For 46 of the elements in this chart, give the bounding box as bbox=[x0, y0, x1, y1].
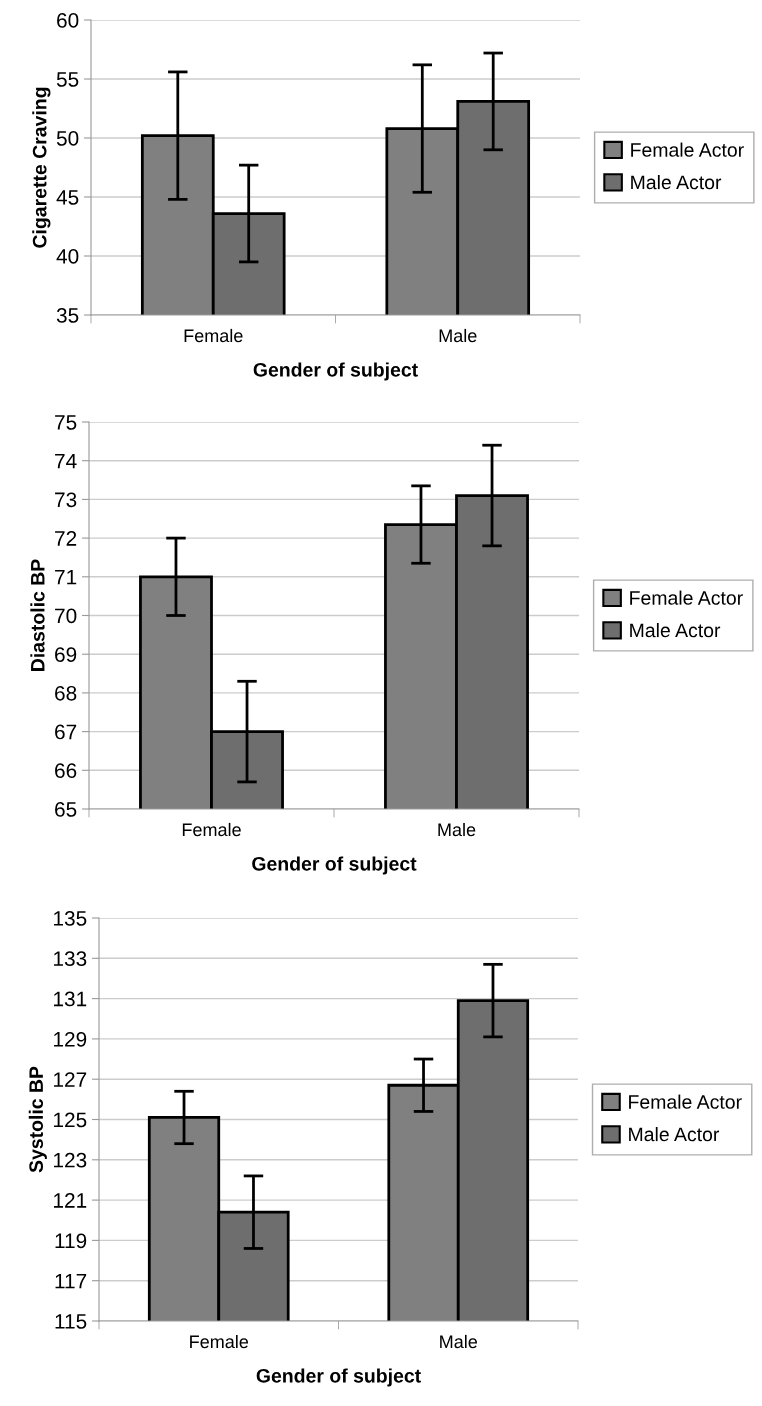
y-tick-label: 60 bbox=[57, 13, 79, 28]
y-tick-label: 66 bbox=[55, 763, 77, 779]
y-tick-label: 125 bbox=[54, 1112, 87, 1128]
x-tick-label: Female bbox=[184, 328, 243, 343]
y-tick-label: 74 bbox=[55, 453, 77, 469]
y-tick-label: 119 bbox=[55, 1233, 87, 1249]
y-tick-label: 70 bbox=[55, 608, 77, 624]
y-axis-title: Diastolic BP bbox=[30, 559, 45, 671]
y-tick-label: 117 bbox=[55, 1273, 87, 1289]
y-tick-label: 127 bbox=[54, 1072, 87, 1087]
y-tick-label: 67 bbox=[55, 724, 77, 740]
y-tick-label: 121 bbox=[54, 1193, 87, 1208]
y-tick-label: 73 bbox=[55, 492, 77, 508]
legend-label: Male Actor bbox=[630, 622, 721, 638]
y-tick-label: 123 bbox=[54, 1152, 87, 1168]
y-tick-label: 45 bbox=[56, 190, 79, 205]
y-tick-label: 65 bbox=[55, 802, 77, 817]
y-tick-label: 115 bbox=[55, 1314, 87, 1329]
y-tick-label: 50 bbox=[56, 131, 79, 146]
y-tick-label: 129 bbox=[54, 1031, 87, 1047]
y-tick-label: 35 bbox=[56, 308, 79, 323]
x-axis-title: Gender of subject bbox=[253, 362, 418, 381]
legend-label: Female Actor bbox=[629, 1094, 742, 1109]
x-tick-label: Female bbox=[190, 1334, 249, 1349]
y-tick-label: 40 bbox=[56, 249, 79, 264]
legend-label: Female Actor bbox=[630, 590, 743, 605]
y-tick-label: 68 bbox=[55, 685, 77, 701]
y-tick-label: 71 bbox=[55, 570, 77, 585]
x-axis-title: Gender of subject bbox=[256, 1368, 421, 1387]
y-tick-label: 69 bbox=[55, 647, 77, 662]
y-tick-label: 131 bbox=[54, 991, 87, 1007]
legend-label: Male Actor bbox=[629, 1126, 720, 1142]
x-axis-title: Gender of subject bbox=[252, 856, 417, 875]
y-tick-label: 72 bbox=[55, 531, 77, 546]
y-axis-title: Cigarette Craving bbox=[32, 87, 51, 248]
x-tick-label: Female bbox=[182, 822, 241, 837]
y-axis-title: Systolic BP bbox=[28, 1066, 47, 1173]
x-tick-label: Male bbox=[438, 822, 476, 837]
legend-label: Female Actor bbox=[631, 142, 744, 157]
y-tick-label: 75 bbox=[55, 415, 77, 430]
x-tick-label: Male bbox=[439, 328, 477, 343]
x-tick-label: Male bbox=[440, 1334, 478, 1349]
y-tick-label: 135 bbox=[54, 911, 87, 926]
y-tick-label: 55 bbox=[56, 72, 79, 87]
y-tick-label: 133 bbox=[54, 951, 87, 967]
legend-label: Male Actor bbox=[631, 174, 722, 190]
